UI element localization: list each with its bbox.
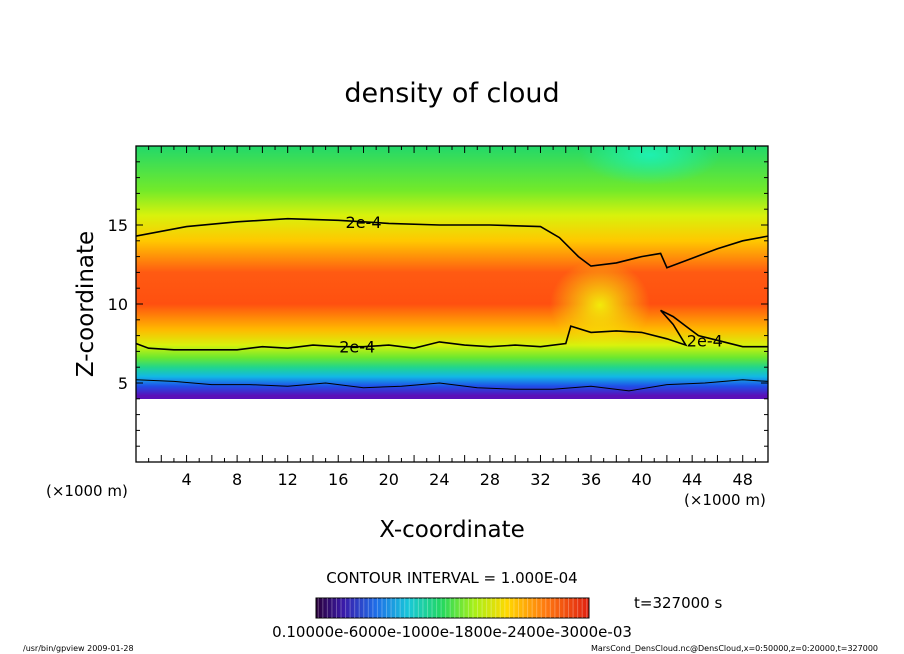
y-axis: 5 10 15 bbox=[108, 161, 768, 447]
x-tick-label: 36 bbox=[581, 470, 601, 489]
x-tick-label: 40 bbox=[631, 470, 651, 489]
contour-interval-text: CONTOUR INTERVAL = 1.000E-04 bbox=[326, 569, 577, 587]
x-tick-label: 32 bbox=[530, 470, 550, 489]
x-tick-label: 44 bbox=[682, 470, 702, 489]
contour-label: 2e-4 bbox=[687, 331, 723, 350]
low-density-region bbox=[580, 146, 720, 185]
x-tick-label: 28 bbox=[480, 470, 500, 489]
yellow-gap-region bbox=[550, 260, 650, 350]
contour-line bbox=[136, 217, 768, 269]
colorbar bbox=[315, 597, 590, 619]
x-tick-label: 20 bbox=[379, 470, 399, 489]
x-tick-label: 16 bbox=[328, 470, 348, 489]
density-field bbox=[136, 146, 768, 462]
x-tick-label: 8 bbox=[232, 470, 242, 489]
x-tick-label: 4 bbox=[181, 470, 191, 489]
colorbar-tick-labels: 0.10000e-6000e-1000e-1800e-2400e-3000e-0… bbox=[272, 623, 632, 641]
footer-right: MarsCond_DensCloud.nc@DensCloud,x=0:5000… bbox=[591, 644, 878, 653]
x-tick-label: 48 bbox=[733, 470, 753, 489]
contour-line bbox=[136, 309, 768, 351]
x-axis-title: X-coordinate bbox=[379, 517, 525, 543]
time-label: t=327000 s bbox=[634, 594, 722, 612]
chart-title: density of cloud bbox=[344, 78, 559, 109]
x-tick-label: 12 bbox=[278, 470, 298, 489]
y-tick-label: 5 bbox=[118, 374, 128, 393]
x-unit-left-label: (×1000 m) bbox=[46, 482, 128, 500]
contour-label: 2e-4 bbox=[339, 338, 375, 357]
colorbar-fill bbox=[315, 597, 590, 619]
x-axis: 4 8 12 16 20 24 28 32 36 40 44 48 bbox=[148, 146, 756, 489]
contour-lines: 2e-4 2e-4 2e-4 bbox=[136, 213, 768, 392]
footer-left: /usr/bin/gpview 2009-01-28 bbox=[23, 644, 134, 653]
colorbar-stripes bbox=[317, 598, 588, 618]
contour-line bbox=[136, 379, 768, 392]
contour-label: 2e-4 bbox=[346, 213, 382, 232]
plot-area: 2e-4 2e-4 2e-4 bbox=[136, 146, 768, 462]
x-tick-label: 24 bbox=[429, 470, 449, 489]
x-unit-right-label: (×1000 m) bbox=[684, 491, 766, 509]
y-tick-label: 10 bbox=[108, 295, 128, 314]
y-axis-title: Z-coordinate bbox=[73, 231, 99, 377]
y-tick-label: 15 bbox=[108, 216, 128, 235]
